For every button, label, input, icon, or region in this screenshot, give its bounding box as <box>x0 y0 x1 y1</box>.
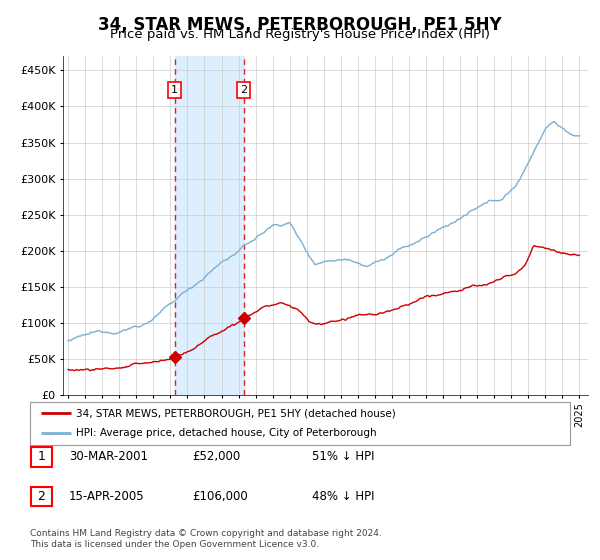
FancyBboxPatch shape <box>31 487 52 506</box>
Text: 2: 2 <box>240 85 247 95</box>
FancyBboxPatch shape <box>30 402 570 445</box>
Text: Contains HM Land Registry data © Crown copyright and database right 2024.
This d: Contains HM Land Registry data © Crown c… <box>30 529 382 549</box>
Text: 2: 2 <box>37 489 46 503</box>
Text: 34, STAR MEWS, PETERBOROUGH, PE1 5HY (detached house): 34, STAR MEWS, PETERBOROUGH, PE1 5HY (de… <box>76 408 395 418</box>
Bar <box>175 56 244 395</box>
Text: HPI: Average price, detached house, City of Peterborough: HPI: Average price, detached house, City… <box>76 428 377 438</box>
Text: Price paid vs. HM Land Registry's House Price Index (HPI): Price paid vs. HM Land Registry's House … <box>110 28 490 41</box>
Text: 51% ↓ HPI: 51% ↓ HPI <box>312 450 374 464</box>
Text: £52,000: £52,000 <box>192 450 240 464</box>
Text: 15-APR-2005: 15-APR-2005 <box>69 489 145 503</box>
Text: 1: 1 <box>171 85 178 95</box>
Text: 34, STAR MEWS, PETERBOROUGH, PE1 5HY: 34, STAR MEWS, PETERBOROUGH, PE1 5HY <box>98 16 502 34</box>
Text: £106,000: £106,000 <box>192 489 248 503</box>
Text: 1: 1 <box>37 450 46 464</box>
FancyBboxPatch shape <box>31 447 52 466</box>
Text: 48% ↓ HPI: 48% ↓ HPI <box>312 489 374 503</box>
Text: 30-MAR-2001: 30-MAR-2001 <box>69 450 148 464</box>
